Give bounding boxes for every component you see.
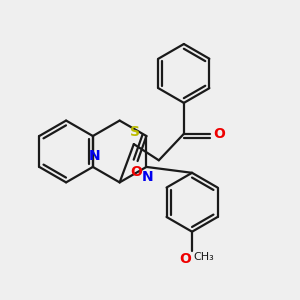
Text: O: O xyxy=(180,252,191,266)
Text: N: N xyxy=(142,170,154,184)
Text: CH₃: CH₃ xyxy=(194,252,214,262)
Text: N: N xyxy=(88,149,100,164)
Text: O: O xyxy=(213,127,225,141)
Text: O: O xyxy=(130,165,142,178)
Text: S: S xyxy=(130,125,140,139)
